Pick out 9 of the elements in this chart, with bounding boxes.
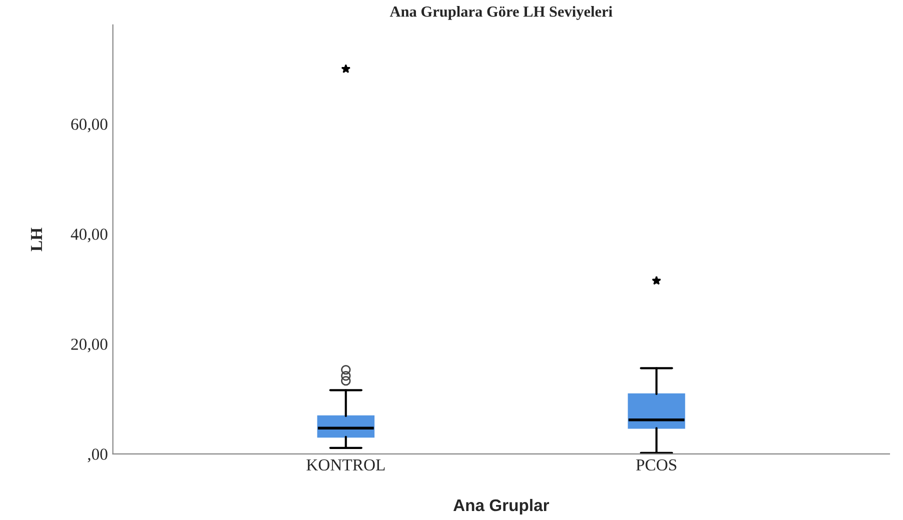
chart-title: Ana Gruplara Göre LH Seviyeleri (390, 6, 612, 20)
y-tick-label: 60,00 (71, 118, 108, 132)
y-tick-label: 20,00 (71, 338, 108, 352)
x-axis-title: Ana Gruplar (453, 498, 550, 514)
y-axis-title: LH (31, 228, 42, 252)
x-tick-label: PCOS (636, 459, 676, 471)
x-tick-label: KONTROL (306, 459, 385, 471)
y-tick-label: ,00 (88, 448, 108, 462)
y-tick-label: 40,00 (70, 228, 108, 242)
